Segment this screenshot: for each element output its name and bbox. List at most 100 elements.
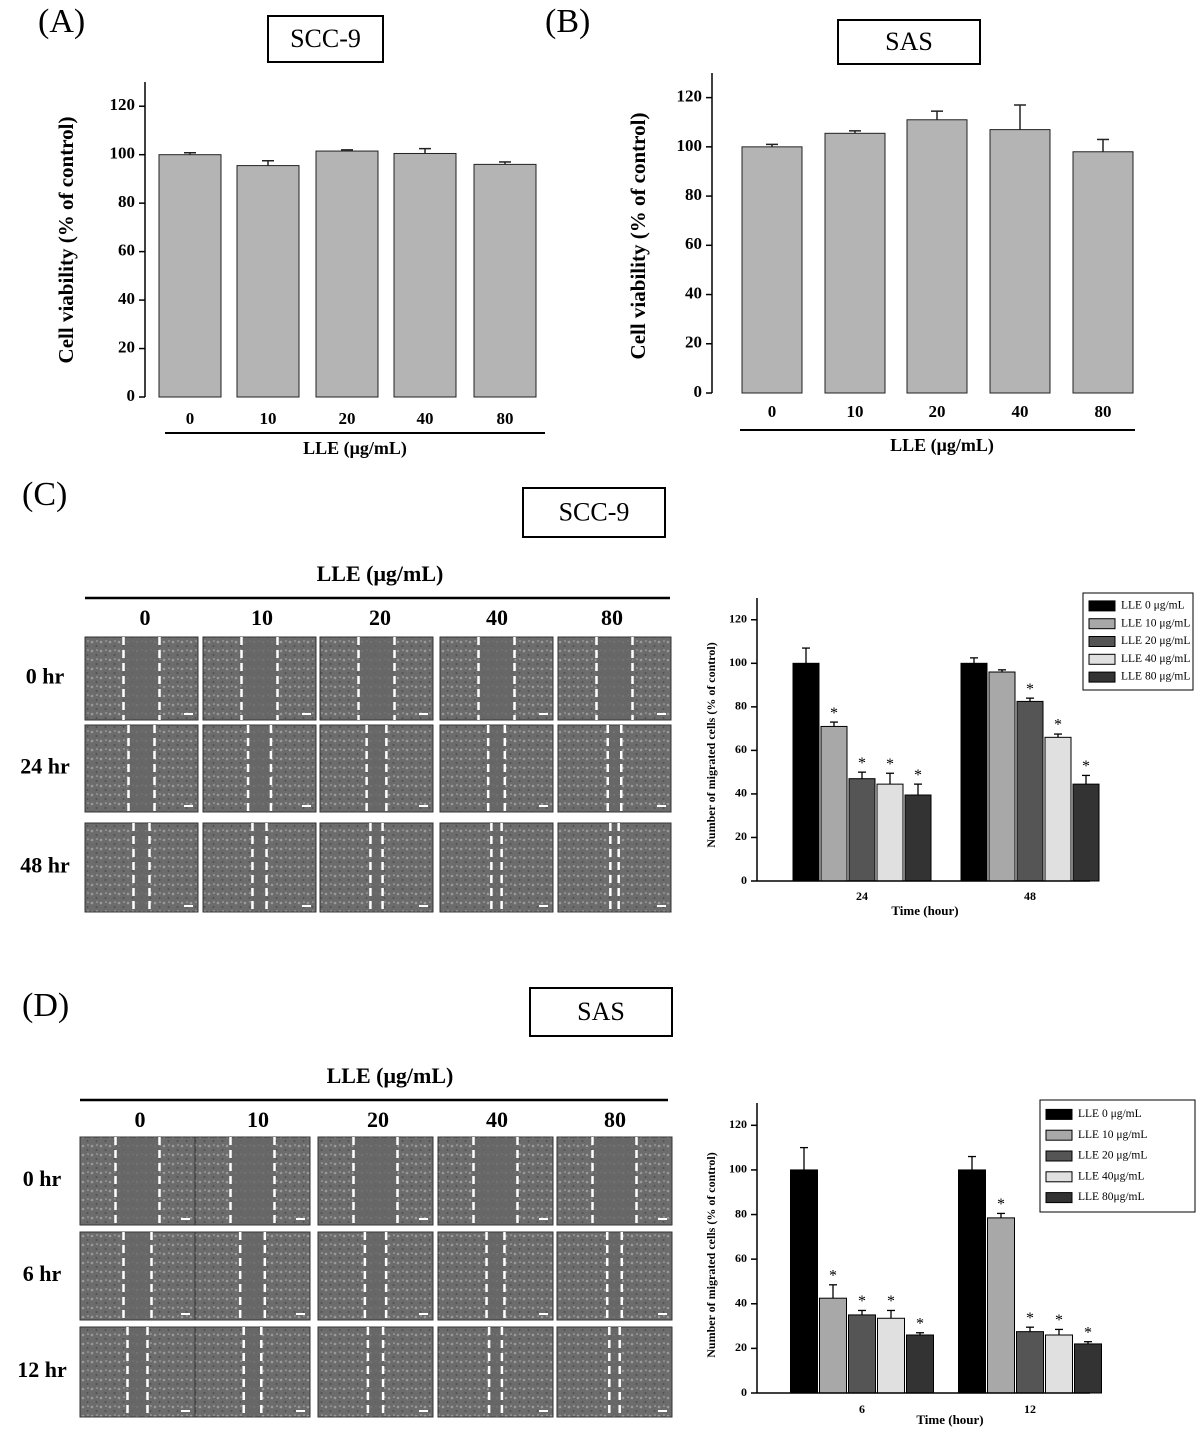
significance-mark: * bbox=[830, 705, 838, 722]
column-label: 20 bbox=[369, 605, 391, 630]
x-axis-title: Time (hour) bbox=[916, 1412, 983, 1427]
y-tick-label: 0 bbox=[127, 386, 136, 405]
column-label: 0 bbox=[140, 605, 151, 630]
x-tick-label: 40 bbox=[417, 409, 434, 428]
y-tick-label: 0 bbox=[694, 382, 703, 401]
scratch bbox=[241, 638, 278, 719]
y-tick-label: 40 bbox=[735, 1296, 747, 1310]
bar bbox=[989, 129, 1051, 394]
scratch bbox=[115, 1138, 160, 1224]
legend-label: LLE 20 μg/mL bbox=[1078, 1150, 1147, 1162]
significance-mark: * bbox=[858, 755, 866, 772]
scratch bbox=[609, 1328, 620, 1416]
legend-swatch bbox=[1088, 636, 1116, 647]
scratch bbox=[243, 1328, 262, 1416]
y-tick-label: 120 bbox=[729, 1117, 747, 1131]
legend-swatch bbox=[1088, 653, 1116, 665]
legend-label: LLE 40μg/mL bbox=[1078, 1170, 1145, 1182]
row-label: 24 hr bbox=[20, 754, 70, 779]
scratch bbox=[592, 1138, 637, 1224]
bar bbox=[904, 794, 932, 882]
y-tick-label: 60 bbox=[118, 241, 135, 260]
y-tick-label: 100 bbox=[729, 1162, 747, 1176]
bar bbox=[824, 132, 886, 394]
scratch bbox=[473, 1138, 518, 1224]
grid-title: SAS bbox=[577, 997, 625, 1026]
y-tick-label: 60 bbox=[735, 742, 747, 756]
scratch bbox=[230, 1138, 275, 1224]
x-tick-label: 40 bbox=[1012, 402, 1029, 421]
bar bbox=[1016, 1331, 1044, 1394]
bar bbox=[848, 1314, 876, 1394]
y-tick-label: 60 bbox=[685, 234, 702, 253]
scratch bbox=[366, 726, 387, 811]
x-tick-label: 80 bbox=[497, 409, 514, 428]
y-tick-label: 40 bbox=[118, 289, 135, 308]
chart-title: SCC-9 bbox=[290, 24, 361, 53]
bar bbox=[1074, 1343, 1102, 1394]
scratch bbox=[127, 1328, 148, 1416]
significance-mark: * bbox=[1084, 1324, 1092, 1341]
x-axis-title: LLE (μg/mL) bbox=[890, 435, 994, 456]
row-label: 0 hr bbox=[23, 1166, 62, 1191]
chart-title: SAS bbox=[885, 27, 933, 56]
column-label: 40 bbox=[486, 1107, 508, 1132]
y-tick-label: 120 bbox=[729, 612, 747, 626]
bar bbox=[876, 783, 904, 882]
legend-swatch bbox=[1088, 600, 1116, 612]
y-tick-label: 100 bbox=[729, 655, 747, 669]
panel-label: (C) bbox=[22, 476, 67, 513]
legend-label: LLE 0 μg/mL bbox=[1121, 600, 1185, 612]
y-axis-title: Number of migrated cells (% of control) bbox=[704, 1152, 718, 1358]
column-label: 80 bbox=[601, 605, 623, 630]
y-tick-label: 40 bbox=[685, 283, 702, 302]
significance-mark: * bbox=[916, 1315, 924, 1332]
column-label: 10 bbox=[247, 1107, 269, 1132]
legend-label: LLE 0 μg/mL bbox=[1078, 1108, 1142, 1120]
grid-title: SCC-9 bbox=[559, 497, 630, 526]
y-tick-label: 80 bbox=[735, 1206, 747, 1220]
x-tick-label: 6 bbox=[859, 1402, 865, 1416]
panel-label: (A) bbox=[38, 3, 85, 40]
legend-label: LLE 10 μg/mL bbox=[1121, 617, 1190, 629]
bar bbox=[790, 1169, 818, 1394]
y-tick-label: 0 bbox=[741, 873, 747, 887]
x-axis-title: Time (hour) bbox=[891, 903, 958, 918]
bar bbox=[158, 154, 222, 398]
bar bbox=[741, 146, 803, 394]
scratch bbox=[478, 638, 515, 719]
panel-label: (D) bbox=[22, 987, 69, 1024]
x-tick-label: 20 bbox=[339, 409, 356, 428]
column-label: 80 bbox=[604, 1107, 626, 1132]
panel-label: (B) bbox=[545, 3, 590, 40]
row-label: 48 hr bbox=[20, 853, 70, 878]
significance-mark: * bbox=[1054, 717, 1062, 734]
scratch bbox=[488, 726, 505, 811]
scratch bbox=[370, 824, 383, 911]
legend-swatch bbox=[1088, 618, 1116, 630]
bar bbox=[988, 671, 1016, 882]
title-box bbox=[529, 987, 673, 1037]
bar bbox=[848, 778, 876, 882]
significance-mark: * bbox=[1026, 1310, 1034, 1327]
y-tick-label: 20 bbox=[118, 337, 135, 356]
scratch bbox=[364, 1233, 387, 1319]
y-tick-label: 20 bbox=[735, 829, 747, 843]
bar bbox=[1045, 1334, 1073, 1394]
y-axis-title: Cell viability (% of control) bbox=[54, 117, 78, 364]
significance-mark: * bbox=[858, 1293, 866, 1310]
legend-swatch bbox=[1045, 1171, 1073, 1183]
y-tick-label: 100 bbox=[110, 144, 136, 163]
x-tick-label: 20 bbox=[929, 402, 946, 421]
scratch bbox=[133, 824, 150, 911]
scratch bbox=[353, 1138, 398, 1224]
bar bbox=[819, 1297, 847, 1394]
y-tick-label: 80 bbox=[735, 699, 747, 713]
bar bbox=[820, 725, 848, 882]
legend-label: LLE 20 μg/mL bbox=[1121, 635, 1190, 647]
column-label: 0 bbox=[135, 1107, 146, 1132]
bar bbox=[473, 163, 537, 398]
y-tick-label: 100 bbox=[677, 136, 703, 155]
scratch bbox=[367, 1328, 384, 1416]
bar bbox=[1072, 783, 1100, 882]
